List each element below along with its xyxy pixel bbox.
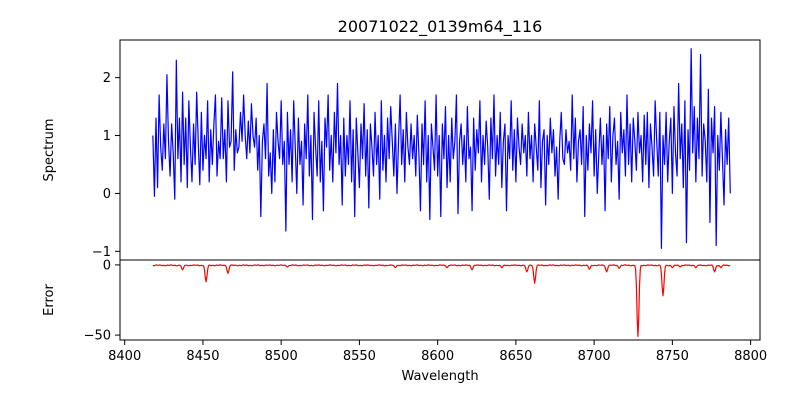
x-axis-label: Wavelength: [401, 369, 478, 384]
x-tick-label: 8400: [108, 349, 141, 364]
error-ylabel: Error: [42, 284, 57, 316]
x-tick-label: 8450: [186, 349, 219, 364]
x-tick-label: 8800: [734, 349, 767, 364]
error-axes-frame: [119, 259, 761, 341]
spectrum-ytick-label: 1: [103, 129, 111, 144]
spectrum-ylabel: Spectrum: [42, 119, 57, 182]
spectrum-ytick-label: 2: [103, 71, 111, 86]
spectrum-ytick-label: −1: [92, 245, 111, 260]
error-series-line: [152, 264, 731, 338]
spectrum-series-line: [152, 48, 731, 250]
x-tick-label: 8550: [343, 349, 376, 364]
x-tick-label: 8650: [499, 349, 532, 364]
spectrum-panel: −1 0 1 2 Spectrum: [42, 39, 761, 261]
error-ytick-label: 0: [103, 258, 111, 273]
error-ytick-label: −50: [84, 329, 111, 344]
x-tick-label: 8750: [656, 349, 689, 364]
x-tick-label: 8600: [421, 349, 454, 364]
error-panel: −50 0 8400 8450 8500 8550 8600 8650 8700 8750 880…: [42, 258, 767, 384]
x-tick-label: 8500: [265, 349, 298, 364]
spectrum-ytick-label: 0: [103, 187, 111, 202]
x-tick-label: 8700: [578, 349, 611, 364]
chart-title: 20071022_0139m64_116: [338, 17, 543, 37]
